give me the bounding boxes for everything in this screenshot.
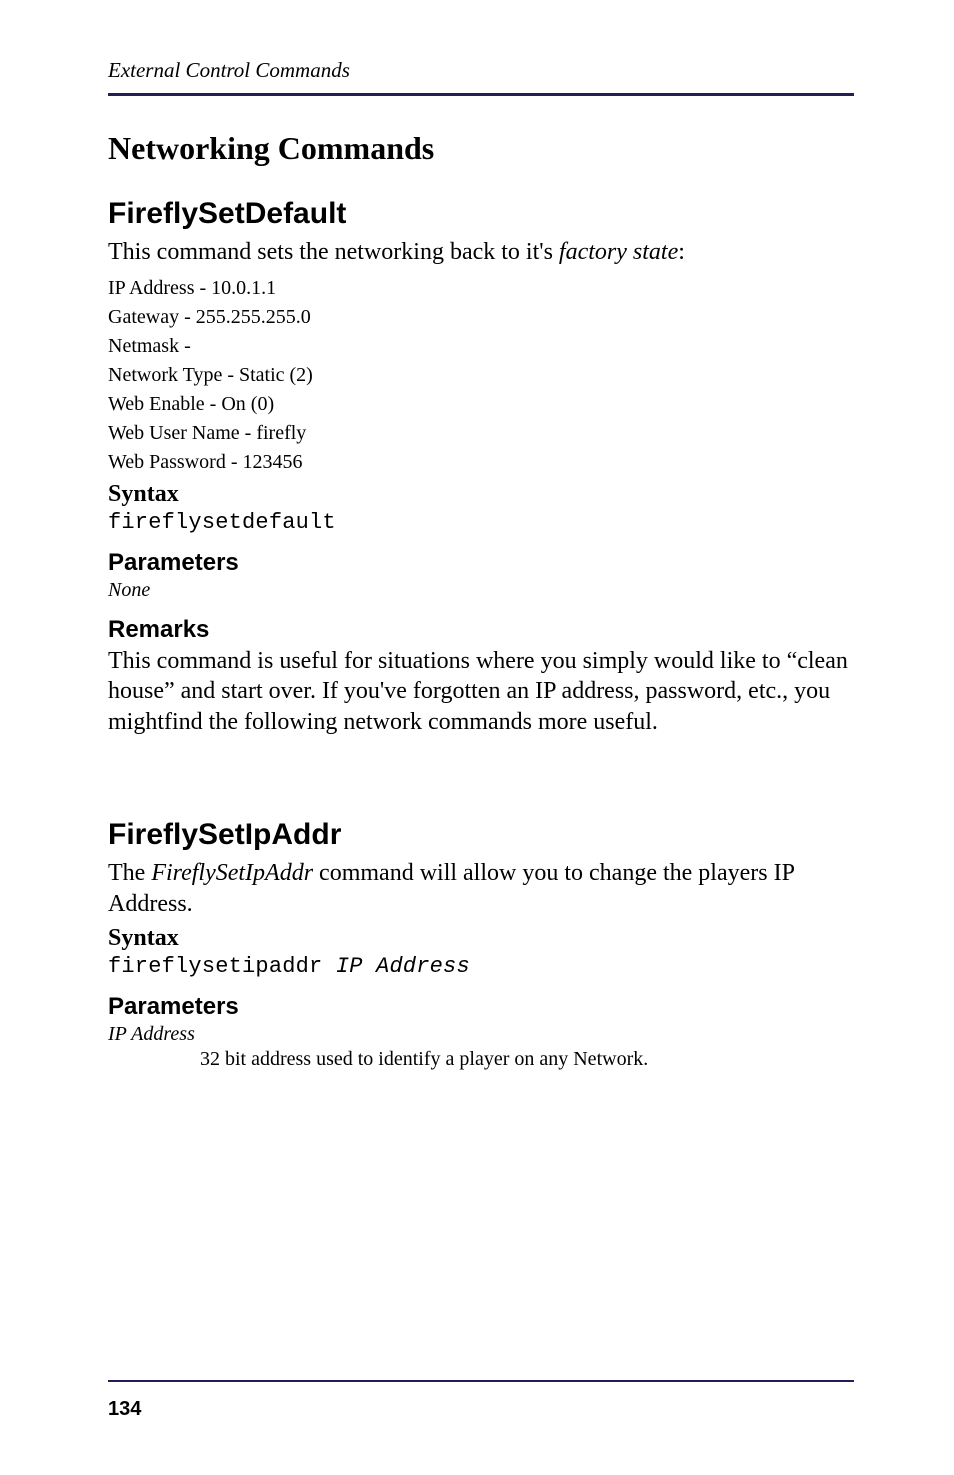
syntax-label: Syntax: [108, 925, 854, 952]
syntax-code: fireflysetdefault: [108, 510, 854, 535]
default-line: Network Type - Static (2): [108, 361, 854, 390]
cmd1-intro-b: :: [678, 239, 685, 265]
header-rule: [108, 93, 854, 96]
cmd1-intro-a: This command sets the networking back to…: [108, 239, 559, 265]
default-line: Netmask -: [108, 332, 854, 361]
command-title-setdefault: FireflySetDefault: [108, 197, 854, 231]
syntax-code: fireflysetipaddr IP Address: [108, 954, 854, 979]
command-title-setipaddr: FireflySetIpAddr: [108, 818, 854, 852]
default-line: Gateway - 255.255.255.0: [108, 303, 854, 332]
page: External Control Commands Networking Com…: [0, 0, 954, 1475]
section-title: Networking Commands: [108, 130, 854, 167]
default-line: Web Password - 123456: [108, 448, 854, 477]
remarks-heading: Remarks: [108, 616, 854, 644]
cmd1-intro-italic: factory state: [559, 239, 678, 265]
syntax-code-plain: fireflysetipaddr: [108, 954, 336, 979]
footer: 134: [108, 1380, 854, 1421]
remarks-body: This command is useful for situations wh…: [108, 646, 854, 738]
parameters-heading: Parameters: [108, 993, 854, 1021]
default-line: Web User Name - firefly: [108, 419, 854, 448]
parameters-heading: Parameters: [108, 549, 854, 577]
cmd1-intro: This command sets the networking back to…: [108, 237, 854, 268]
cmd2-intro-italic: FireflySetIpAddr: [151, 860, 313, 886]
default-line: IP Address - 10.0.1.1: [108, 274, 854, 303]
syntax-label: Syntax: [108, 481, 854, 508]
spacer: [108, 744, 854, 796]
footer-rule: [108, 1380, 854, 1382]
parameters-none: None: [108, 579, 854, 602]
page-number: 134: [108, 1398, 854, 1421]
syntax-code-arg: IP Address: [336, 954, 470, 979]
running-header: External Control Commands: [108, 58, 854, 83]
default-line: Web Enable - On (0): [108, 390, 854, 419]
cmd2-intro-a: The: [108, 860, 151, 886]
cmd2-intro: The FireflySetIpAddr command will allow …: [108, 858, 854, 919]
param-name: IP Address: [108, 1023, 854, 1046]
param-desc: 32 bit address used to identify a player…: [200, 1048, 854, 1071]
